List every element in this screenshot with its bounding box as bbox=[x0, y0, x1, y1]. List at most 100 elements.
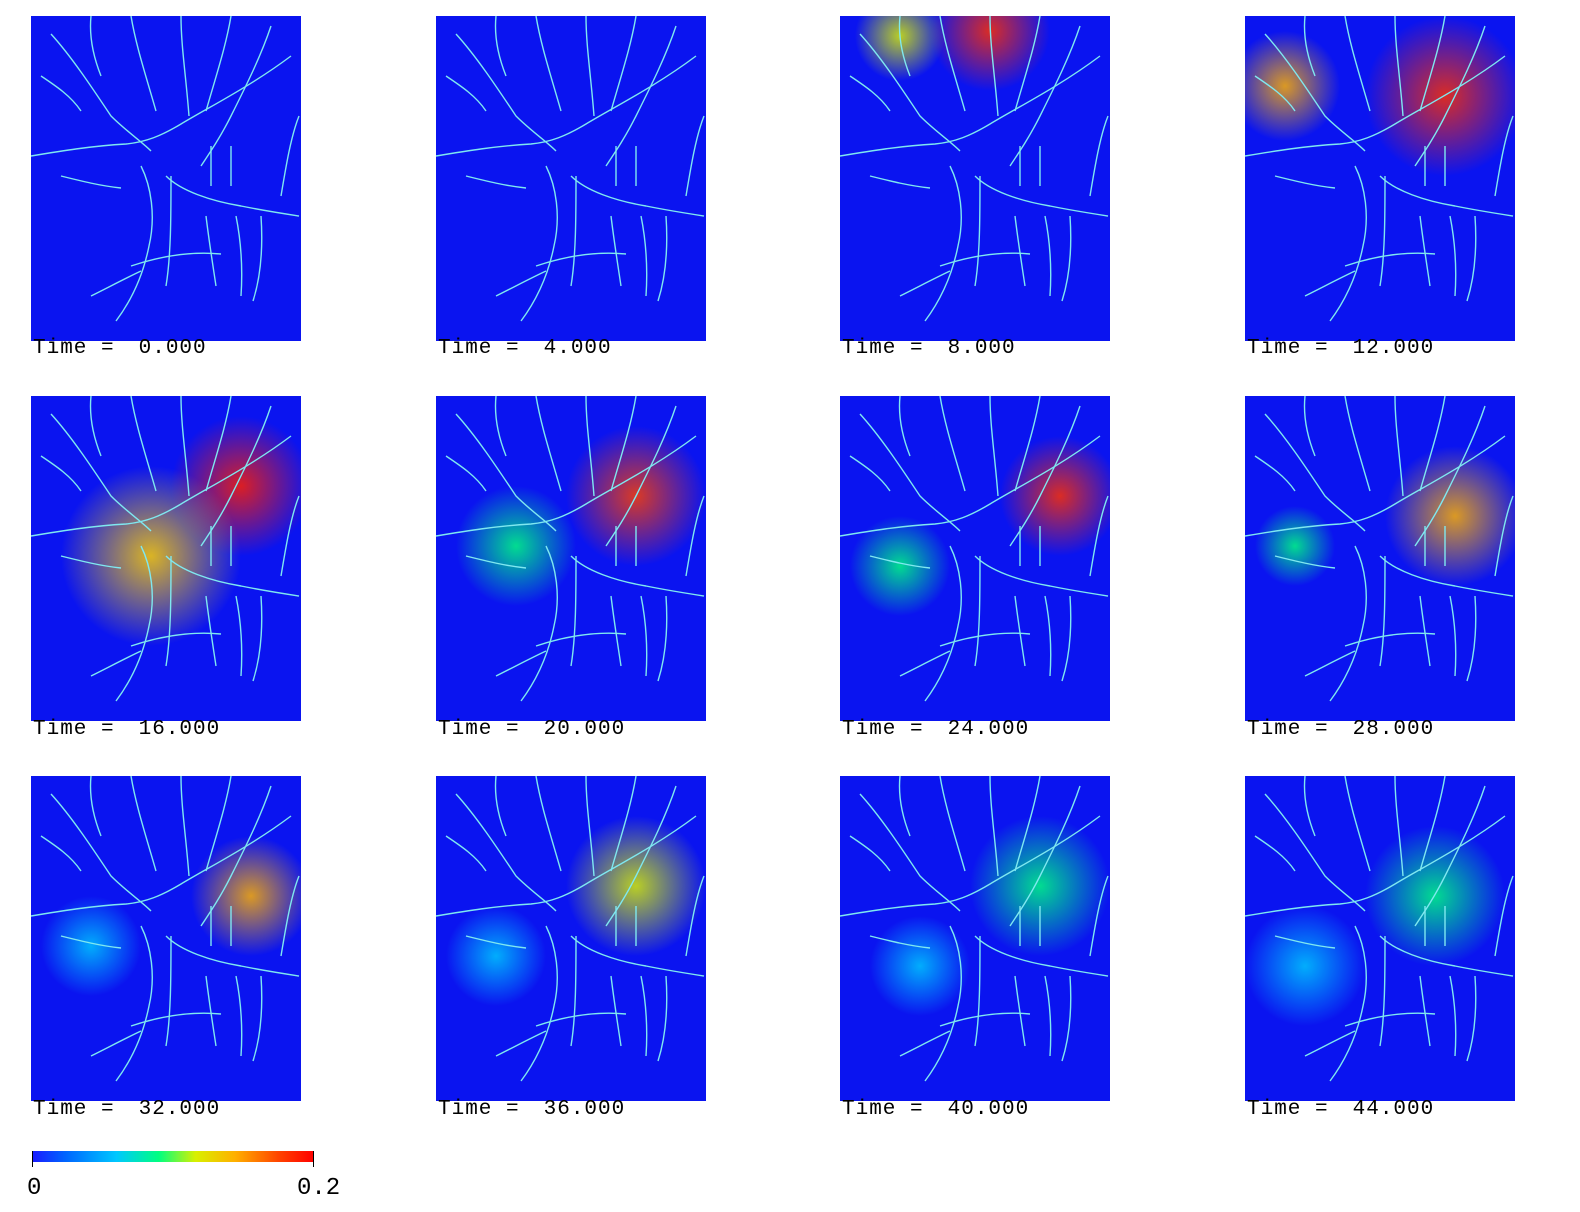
river-line bbox=[898, 16, 911, 77]
river-line bbox=[445, 835, 487, 872]
river-line bbox=[90, 650, 142, 677]
river-line bbox=[840, 435, 1101, 537]
river-line bbox=[1329, 925, 1367, 1082]
river-line bbox=[90, 270, 142, 297]
wave-intensity-patch bbox=[1245, 906, 1365, 1026]
river-line bbox=[205, 975, 217, 1047]
river-line bbox=[130, 252, 222, 267]
river-line bbox=[445, 455, 487, 492]
river-line bbox=[1394, 396, 1404, 497]
river-line bbox=[535, 632, 627, 647]
river-line bbox=[859, 33, 961, 152]
time-value: 24.000 bbox=[947, 718, 1030, 741]
wave-intensity-patch bbox=[850, 516, 950, 616]
river-line bbox=[640, 975, 648, 1057]
river-line bbox=[465, 935, 527, 949]
map-panel-t44 bbox=[1245, 776, 1515, 1101]
wave-intensity-patch bbox=[1245, 31, 1340, 141]
river-network-map bbox=[1245, 396, 1515, 702]
river-line bbox=[1344, 1012, 1436, 1027]
time-caption: Time = 36.000 bbox=[438, 1098, 625, 1122]
river-line bbox=[1303, 396, 1316, 457]
river-line bbox=[610, 595, 622, 667]
river-line bbox=[640, 595, 648, 677]
river-network-map bbox=[436, 776, 706, 1082]
river-line bbox=[685, 115, 705, 197]
time-label: Time = bbox=[438, 1098, 520, 1121]
map-panel-t12 bbox=[1245, 16, 1515, 341]
time-label: Time = bbox=[842, 1098, 924, 1121]
river-network-map bbox=[840, 776, 1110, 1082]
river-line bbox=[31, 815, 292, 917]
river-line bbox=[40, 835, 82, 872]
river-line bbox=[1419, 16, 1446, 112]
river-line bbox=[570, 175, 705, 217]
river-line bbox=[610, 975, 622, 1047]
river-line bbox=[235, 975, 243, 1057]
river-line bbox=[130, 396, 157, 492]
river-line bbox=[60, 935, 122, 949]
river-line bbox=[849, 835, 891, 872]
river-line bbox=[1245, 55, 1506, 157]
river-line bbox=[1344, 16, 1371, 112]
time-value: 12.000 bbox=[1352, 337, 1435, 360]
river-line bbox=[859, 413, 961, 532]
river-line bbox=[974, 935, 1109, 977]
river-line bbox=[974, 935, 981, 1047]
time-label: Time = bbox=[33, 718, 115, 741]
river-line bbox=[520, 545, 558, 702]
river-line bbox=[252, 215, 263, 302]
river-line bbox=[1449, 595, 1457, 677]
river-line bbox=[1419, 215, 1431, 287]
river-line bbox=[31, 435, 292, 537]
river-line bbox=[974, 555, 981, 667]
river-line bbox=[939, 16, 966, 112]
river-line bbox=[520, 165, 558, 322]
river-line bbox=[657, 595, 668, 682]
river-network-map bbox=[436, 16, 705, 322]
river-line bbox=[1379, 555, 1514, 597]
river-line bbox=[939, 776, 966, 872]
river-line bbox=[898, 776, 911, 837]
wave-intensity-patch bbox=[930, 16, 1050, 91]
river-line bbox=[445, 75, 487, 112]
time-caption: Time = 40.000 bbox=[842, 1098, 1029, 1122]
river-line bbox=[924, 165, 962, 322]
wave-intensity-patch bbox=[446, 906, 546, 1006]
map-panel-t28 bbox=[1245, 396, 1515, 721]
river-network-map bbox=[31, 776, 301, 1082]
river-network-map bbox=[436, 396, 706, 702]
river-line bbox=[849, 455, 891, 492]
wave-intensity-patch bbox=[1365, 826, 1505, 966]
river-line bbox=[685, 495, 705, 577]
river-line bbox=[455, 33, 557, 152]
river-line bbox=[235, 215, 243, 297]
river-line bbox=[205, 396, 232, 492]
river-line bbox=[1014, 776, 1041, 872]
river-line bbox=[869, 935, 931, 949]
river-line bbox=[1264, 793, 1366, 912]
river-line bbox=[939, 252, 1031, 267]
river-line bbox=[1044, 215, 1052, 297]
river-line bbox=[436, 815, 697, 917]
river-line bbox=[280, 115, 300, 197]
time-caption: Time = 4.000 bbox=[438, 337, 612, 361]
river-line bbox=[1254, 75, 1296, 112]
river-line bbox=[89, 16, 102, 77]
colorbar bbox=[32, 1151, 314, 1162]
river-line bbox=[205, 16, 232, 112]
river-line bbox=[180, 776, 190, 877]
river-line bbox=[130, 776, 157, 872]
river-network-map bbox=[31, 396, 301, 702]
wave-intensity-patch bbox=[61, 466, 241, 646]
time-caption: Time = 44.000 bbox=[1247, 1098, 1434, 1122]
time-caption: Time = 12.000 bbox=[1247, 337, 1434, 361]
river-line bbox=[130, 1012, 222, 1027]
map-panel-t16 bbox=[31, 396, 301, 721]
river-line bbox=[1329, 165, 1367, 322]
river-line bbox=[585, 776, 595, 877]
river-line bbox=[1466, 215, 1477, 302]
river-line bbox=[1044, 975, 1052, 1057]
river-line bbox=[840, 815, 1101, 917]
river-line bbox=[924, 545, 962, 702]
